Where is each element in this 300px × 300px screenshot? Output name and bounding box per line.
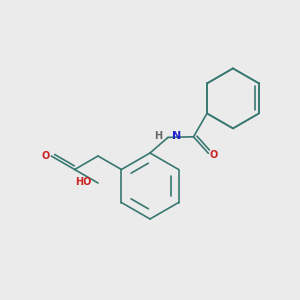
Text: O: O	[210, 150, 218, 160]
Text: N: N	[172, 131, 181, 141]
Text: O: O	[42, 151, 50, 161]
Text: H: H	[154, 131, 163, 141]
Text: HO: HO	[75, 177, 92, 187]
